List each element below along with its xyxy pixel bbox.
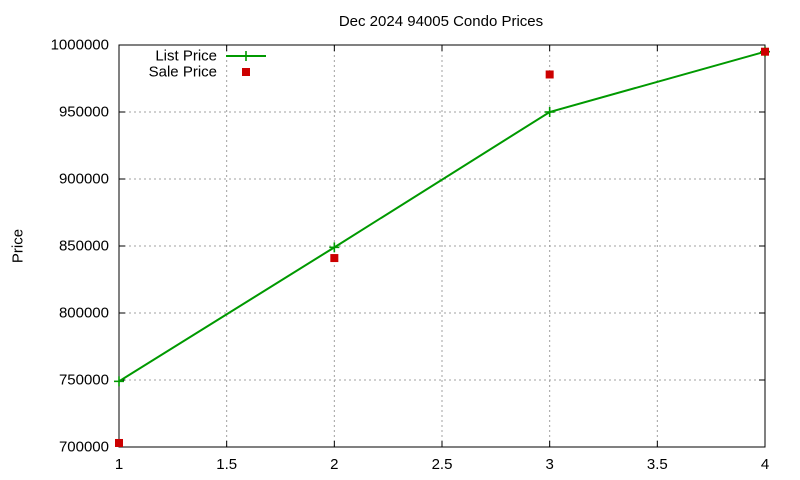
y-tick-label: 700000 bbox=[59, 439, 109, 456]
list-price-point bbox=[114, 376, 124, 387]
chart-title: Dec 2024 94005 Condo Prices bbox=[339, 13, 543, 30]
sale-price-series bbox=[115, 47, 769, 447]
y-tick-label: 800000 bbox=[59, 305, 109, 322]
x-tick-label: 1.5 bbox=[216, 456, 237, 473]
legend-item-sale-price: Sale Price bbox=[149, 64, 250, 81]
legend-label: Sale Price bbox=[149, 64, 217, 81]
sale-price-point bbox=[330, 254, 339, 263]
list-price-line bbox=[118, 50, 766, 383]
sale-price-point bbox=[545, 70, 554, 79]
x-tick-label: 2 bbox=[330, 456, 338, 473]
sale-price-point bbox=[761, 47, 769, 56]
legend-marker-list-price bbox=[241, 51, 251, 61]
y-tick-label: 1000000 bbox=[51, 37, 109, 54]
x-tick-label: 3 bbox=[545, 456, 553, 473]
y-axis-label: Price bbox=[9, 229, 26, 263]
series-layer bbox=[114, 46, 770, 447]
list-price-point bbox=[329, 242, 340, 253]
x-tick-label: 3.5 bbox=[647, 456, 668, 473]
list-price-point bbox=[544, 107, 555, 117]
sale-price-point bbox=[115, 438, 123, 447]
x-tick-label: 2.5 bbox=[432, 456, 453, 473]
y-tick-label: 950000 bbox=[59, 104, 109, 121]
axis-ticks: 1 1.5 2 2.5 3 3.5 4 700000 750000 800000 850000 900… bbox=[51, 37, 770, 474]
legend-label: List Price bbox=[155, 48, 217, 65]
legend-item-list-price: List Price bbox=[155, 48, 266, 65]
x-tick-label: 4 bbox=[761, 456, 769, 473]
y-tick-label: 850000 bbox=[59, 238, 109, 255]
list-price-series bbox=[114, 46, 770, 387]
grid-lines bbox=[119, 45, 765, 447]
legend-marker-sale-price bbox=[242, 68, 250, 76]
x-tick-label: 1 bbox=[115, 456, 123, 473]
y-tick-label: 750000 bbox=[59, 372, 109, 389]
y-tick-label: 900000 bbox=[59, 171, 109, 188]
